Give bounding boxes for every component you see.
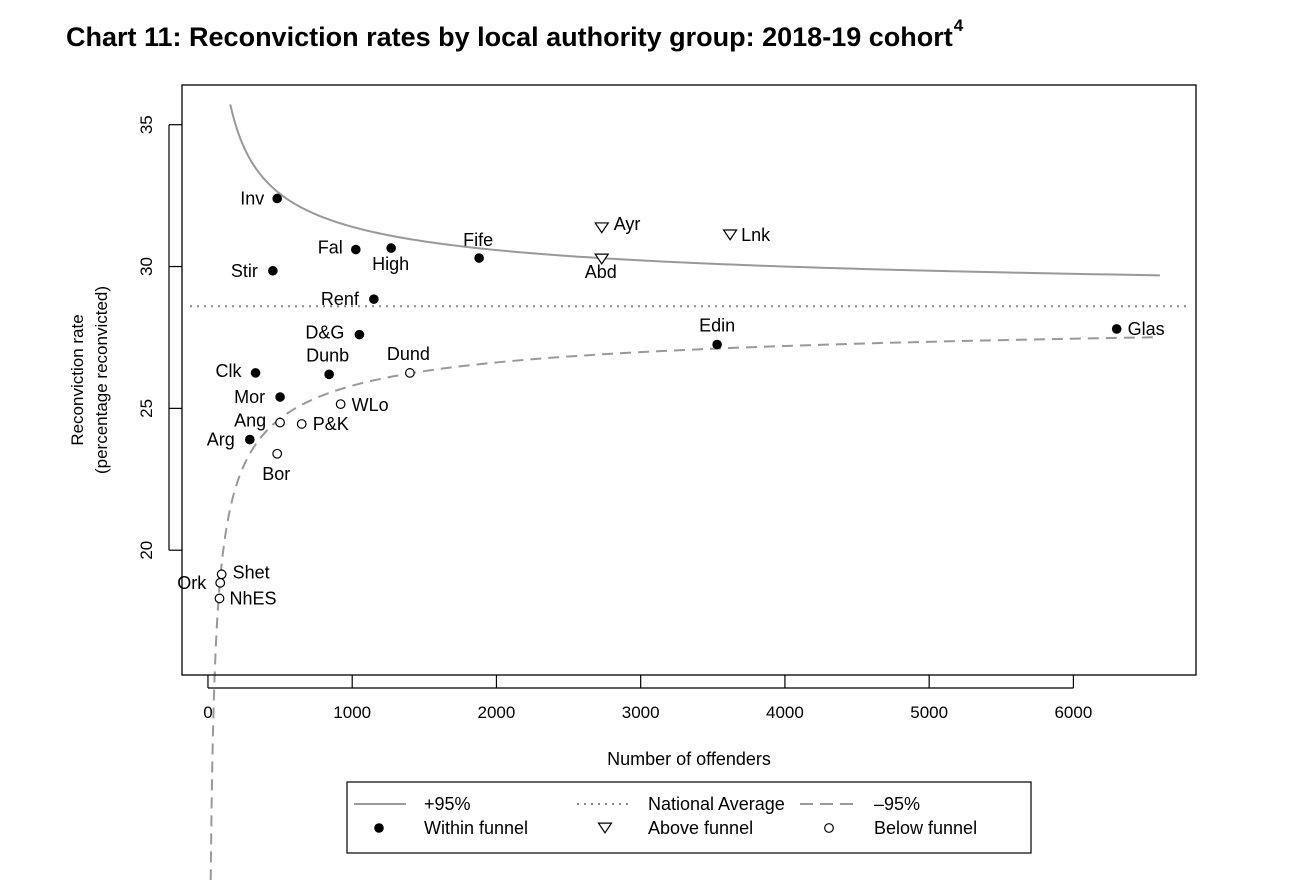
legend-label: Within funnel: [424, 818, 528, 838]
point-label: Dund: [387, 344, 430, 364]
point-within: [351, 244, 361, 255]
y-tick-label: 20: [137, 541, 156, 560]
point-label: Mor: [234, 387, 265, 407]
point-below: [335, 399, 346, 410]
point-label: Ang: [234, 411, 266, 431]
point-within: [275, 392, 285, 402]
point-label: Inv: [240, 188, 264, 208]
point-label: High: [372, 254, 409, 274]
point-label: Stir: [231, 261, 258, 281]
y-axis-label: Reconviction rate: [68, 314, 87, 445]
point-below: [216, 569, 227, 580]
legend-label: Below funnel: [874, 818, 977, 838]
legend-symbol-triangle: [597, 822, 613, 834]
x-tick-label: 1000: [333, 703, 371, 722]
legend: +95% National Average –95% Within funnel Abo…: [346, 781, 1032, 854]
point-above: [594, 222, 610, 234]
point-label: Glas: [1128, 319, 1165, 339]
point-label: Edin: [699, 316, 735, 336]
chart-title: Chart 11: Reconviction rates by local au…: [66, 16, 963, 53]
point-label: P&K: [313, 414, 349, 434]
axes: 0 1000 2000 3000 4000 5000 6000 20 25 30 35: [137, 84, 1197, 722]
chart-title-text: Chart 11: Reconviction rates by local au…: [66, 22, 953, 52]
x-tick-label: 5000: [910, 703, 948, 722]
point-label: Arg: [207, 430, 235, 450]
legend-label: National Average: [648, 794, 785, 814]
chart-title-footnote: 4: [953, 16, 964, 35]
point-within: [272, 193, 282, 204]
plot-frame: [181, 84, 1197, 676]
legend-label: Above funnel: [648, 818, 753, 838]
y-tick-label: 30: [137, 257, 156, 276]
point-label: Fal: [318, 238, 343, 258]
point-within: [712, 339, 722, 350]
point-above: [722, 229, 738, 241]
point-within: [250, 368, 261, 378]
legend-label: +95%: [424, 794, 471, 814]
point-within: [369, 294, 379, 304]
upper-95-line: [229, 104, 1160, 277]
legend-symbol-open-circle: [824, 823, 834, 833]
point-within: [324, 369, 334, 380]
point-label: Fife: [463, 230, 493, 250]
point-within: [1111, 324, 1122, 334]
funnel-lines: [190, 104, 1188, 880]
point-label: D&G: [305, 323, 344, 343]
y-tick-label: 35: [137, 115, 156, 134]
point-label: NhES: [230, 588, 277, 608]
point-above: [594, 253, 610, 265]
point-label: Lnk: [741, 225, 771, 245]
point-label: Shet: [233, 562, 270, 582]
point-label: Clk: [216, 361, 243, 381]
point-label: Renf: [321, 289, 360, 309]
point-label: WLo: [352, 395, 389, 415]
x-tick-label: 0: [203, 703, 212, 722]
point-below: [272, 448, 283, 459]
point-label: Bor: [262, 464, 290, 484]
legend-box: [346, 781, 1032, 854]
point-label: Dunb: [306, 345, 349, 365]
y-axis-label-secondary: (percentage reconvicted): [92, 286, 111, 474]
x-axis-label: Number of offenders: [607, 749, 771, 769]
x-tick-label: 6000: [1054, 703, 1092, 722]
legend-symbol-filled-circle: [374, 823, 384, 833]
point-below: [404, 368, 415, 378]
point-within: [268, 265, 278, 276]
point-below: [296, 419, 307, 429]
x-tick-label: 2000: [478, 703, 516, 722]
x-tick-label: 3000: [622, 703, 660, 722]
point-below: [275, 417, 285, 428]
point-within: [244, 434, 255, 445]
point-label: Ayr: [614, 214, 641, 234]
x-tick-label: 4000: [766, 703, 804, 722]
point-below: [215, 577, 226, 588]
point-below: [214, 593, 225, 604]
y-tick-label: 25: [137, 399, 156, 418]
point-within: [386, 243, 396, 253]
point-label: Ork: [177, 573, 207, 593]
legend-label: –95%: [874, 794, 920, 814]
point-within: [474, 253, 484, 263]
point-within: [354, 329, 365, 340]
point-label: Abd: [585, 262, 617, 282]
